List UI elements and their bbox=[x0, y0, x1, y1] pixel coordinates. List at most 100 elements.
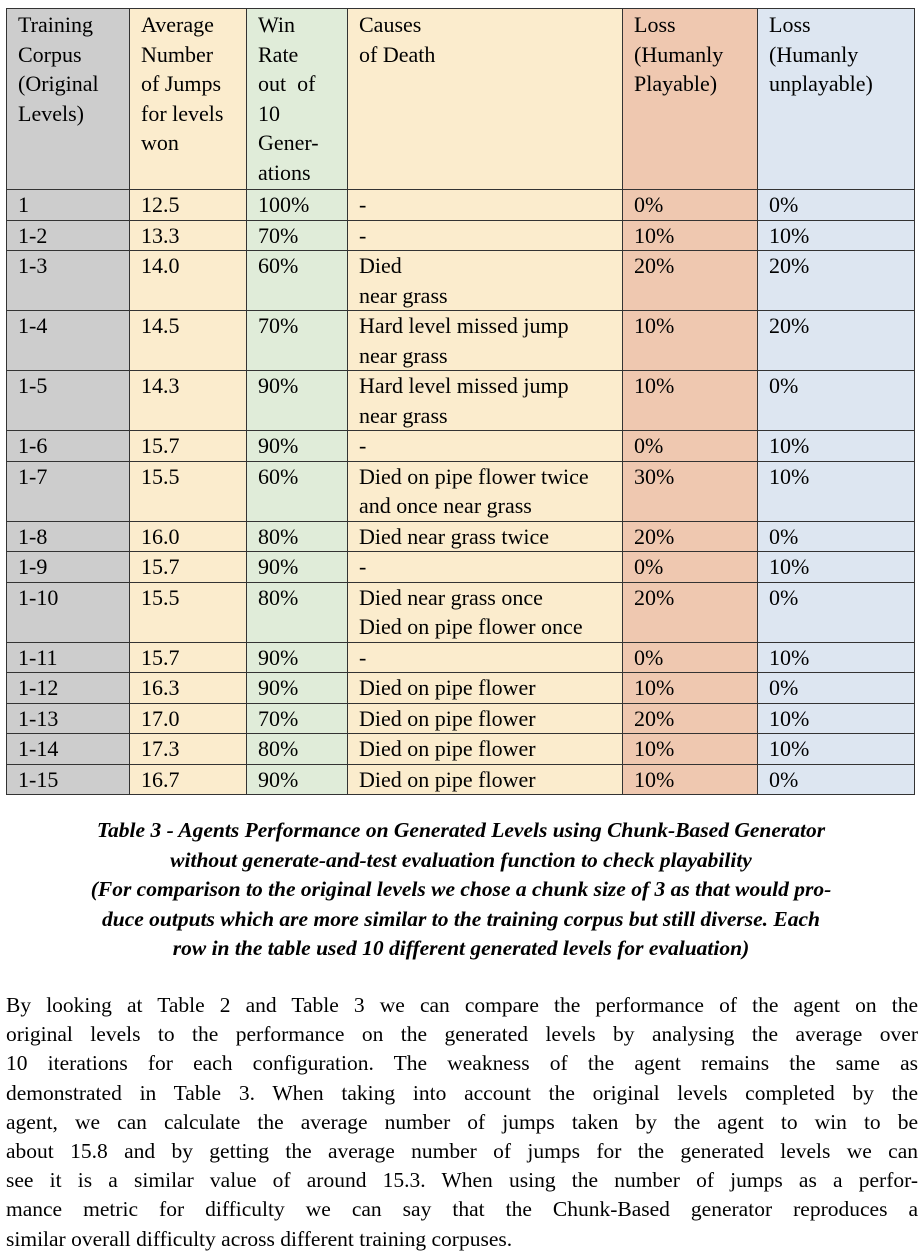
cell-loss-unplayable: 0% bbox=[757, 672, 915, 704]
cell-loss-unplayable: 10% bbox=[757, 733, 915, 765]
cell-loss-unplayable: 20% bbox=[757, 310, 915, 371]
cell-win-rate: 100% bbox=[246, 189, 348, 221]
cause-line: Died near grass once bbox=[359, 584, 543, 610]
cell-causes-of-death: Hard level missed jump near grass bbox=[347, 370, 623, 431]
table-body: 1 12.5 100% -0% 0% 1-2 13.3 70% -10% 10% 1-3 14.0 60… bbox=[6, 189, 915, 795]
cause-line: Died on pipe flower twice bbox=[359, 463, 589, 489]
header-line: of Jumps bbox=[141, 71, 222, 96]
cell-win-rate: 90% bbox=[246, 672, 348, 704]
cell-training-corpus: 1-10 bbox=[6, 581, 130, 643]
cell-loss-unplayable: 10% bbox=[757, 219, 915, 251]
table-row: 1-7 15.5 60% Died on pipe flower twice and o… bbox=[6, 460, 915, 522]
table-row: 1-10 15.5 80% Died near grass once Died on p… bbox=[6, 581, 915, 643]
header-line: ations bbox=[258, 159, 311, 185]
cell-win-rate: 90% bbox=[246, 641, 348, 673]
cell-causes-of-death: Died on pipe flower bbox=[347, 763, 623, 795]
table-row: 1-12 16.3 90% Died on pipe flower 10% 0% bbox=[6, 672, 915, 704]
cell-causes-of-death: Died on pipe flower bbox=[347, 672, 623, 704]
cell-loss-playable: 10% bbox=[622, 733, 758, 765]
results-table: Training Corpus (Original Levels) Average Num… bbox=[6, 8, 915, 795]
header-line: Gener- bbox=[258, 130, 319, 155]
cell-loss-playable: 10% bbox=[622, 219, 758, 251]
cell-average-jumps: 14.0 bbox=[129, 250, 247, 311]
cell-loss-unplayable: 0% bbox=[757, 581, 915, 643]
header-line: Causes bbox=[359, 12, 422, 37]
table-row: 1-2 13.3 70% - 10% 10% bbox=[6, 219, 915, 251]
cause-line: Died near grass twice bbox=[359, 523, 549, 549]
cell-loss-playable: 20% bbox=[622, 702, 758, 734]
cell-causes-of-death: Died on pipe flower bbox=[347, 733, 623, 765]
cell-loss-unplayable: 0% bbox=[757, 189, 915, 221]
header-line: Win bbox=[258, 12, 295, 37]
cell-causes-of-death: - bbox=[347, 189, 623, 221]
cell-average-jumps: 12.5 bbox=[129, 189, 247, 221]
header-line: unplayable) bbox=[769, 71, 873, 96]
paragraph-line: mance metric for difficulty we can say t… bbox=[6, 1197, 918, 1222]
table-row: 1-9 15.7 90% - 0% 10% bbox=[6, 551, 915, 583]
table-caption: Table 3 - Agents Performance on Generate… bbox=[0, 816, 922, 964]
cell-causes-of-death: Died near grass twice bbox=[347, 520, 623, 552]
paragraph-line: similar overall difficulty across differ… bbox=[6, 1226, 513, 1251]
header-line: (Humanly bbox=[634, 41, 724, 67]
table-row: 1-6 15.7 90% - 0% 10% bbox=[6, 430, 915, 462]
cell-training-corpus: 1-14 bbox=[6, 733, 130, 765]
cell-training-corpus: 1 bbox=[6, 189, 130, 221]
table-row: 1-11 15.7 90% - 0% 10% bbox=[6, 641, 915, 673]
cell-training-corpus: 1-3 bbox=[6, 250, 130, 311]
cell-loss-playable: 10% bbox=[622, 763, 758, 795]
caption-line: without generate-and-test evaluation fun… bbox=[170, 847, 752, 872]
caption-line: row in the table used 10 different gener… bbox=[172, 936, 750, 960]
header-line: (Original bbox=[18, 71, 99, 96]
caption-line: (For comparison to the original levels w… bbox=[90, 877, 832, 901]
cause-line: Died on pipe flower bbox=[359, 675, 536, 700]
paragraph-line: about 15.8 and by getting the average nu… bbox=[6, 1139, 918, 1164]
cell-average-jumps: 15.5 bbox=[129, 581, 247, 643]
cause-line: - bbox=[359, 192, 367, 217]
paragraph-line: original levels to the performance on th… bbox=[6, 1022, 918, 1047]
paragraph-line: see it is a similar value of around 15.3… bbox=[6, 1168, 918, 1193]
cause-line: near grass bbox=[359, 282, 448, 308]
cell-loss-playable: 0% bbox=[622, 430, 758, 462]
cell-training-corpus: 1-15 bbox=[6, 763, 130, 795]
header-win-rate: Win Rate out of 10 Gener-ations bbox=[246, 8, 348, 190]
cell-loss-playable: 20% bbox=[622, 520, 758, 552]
cause-line: Died on pipe flower once bbox=[359, 614, 583, 639]
table-row: 1-15 16.7 90% Died on pipe flower 10% 0% bbox=[6, 763, 915, 795]
table-row: 1-14 17.3 80% Died on pipe flower 10% 10% bbox=[6, 733, 915, 765]
cell-loss-unplayable: 0% bbox=[757, 520, 915, 552]
cell-loss-playable: 0% bbox=[622, 551, 758, 583]
header-line: (Humanly bbox=[769, 41, 859, 67]
cell-loss-unplayable: 10% bbox=[757, 702, 915, 734]
cell-average-jumps: 17.0 bbox=[129, 702, 247, 734]
cell-average-jumps: 16.0 bbox=[129, 520, 247, 552]
cell-loss-unplayable: 20% bbox=[757, 250, 915, 311]
header-line: Loss bbox=[769, 12, 811, 37]
body-paragraph: By looking at Table 2 and Table 3 we can… bbox=[6, 991, 918, 1254]
cell-causes-of-death: - bbox=[347, 641, 623, 673]
header-line: 10 bbox=[258, 100, 280, 126]
header-line: Number bbox=[141, 41, 214, 67]
cell-average-jumps: 16.3 bbox=[129, 672, 247, 704]
cell-training-corpus: 1-9 bbox=[6, 551, 130, 583]
cell-win-rate: 60% bbox=[246, 250, 348, 311]
cell-win-rate: 90% bbox=[246, 430, 348, 462]
header-line: Loss bbox=[634, 12, 676, 37]
cell-win-rate: 70% bbox=[246, 219, 348, 251]
cell-average-jumps: 15.7 bbox=[129, 641, 247, 673]
cause-line: Hard level missed jump bbox=[359, 373, 569, 398]
paragraph-line: By looking at Table 2 and Table 3 we can… bbox=[6, 993, 918, 1017]
header-line: Playable) bbox=[634, 71, 718, 96]
cell-win-rate: 80% bbox=[246, 581, 348, 643]
caption-line: Table 3 - Agents Performance on Generate… bbox=[96, 818, 826, 842]
cell-training-corpus: 1-12 bbox=[6, 672, 130, 704]
cell-causes-of-death: Died near grass once Died on pipe flower … bbox=[347, 581, 623, 643]
cause-line: Hard level missed jump bbox=[359, 313, 569, 338]
cell-loss-unplayable: 0% bbox=[757, 763, 915, 795]
header-line: Corpus bbox=[18, 41, 82, 67]
cell-training-corpus: 1-8 bbox=[6, 520, 130, 552]
cell-loss-unplayable: 10% bbox=[757, 641, 915, 673]
cause-line: near grass bbox=[359, 402, 448, 428]
cell-training-corpus: 1-13 bbox=[6, 702, 130, 734]
cell-loss-playable: 0% bbox=[622, 189, 758, 221]
cell-average-jumps: 17.3 bbox=[129, 733, 247, 765]
